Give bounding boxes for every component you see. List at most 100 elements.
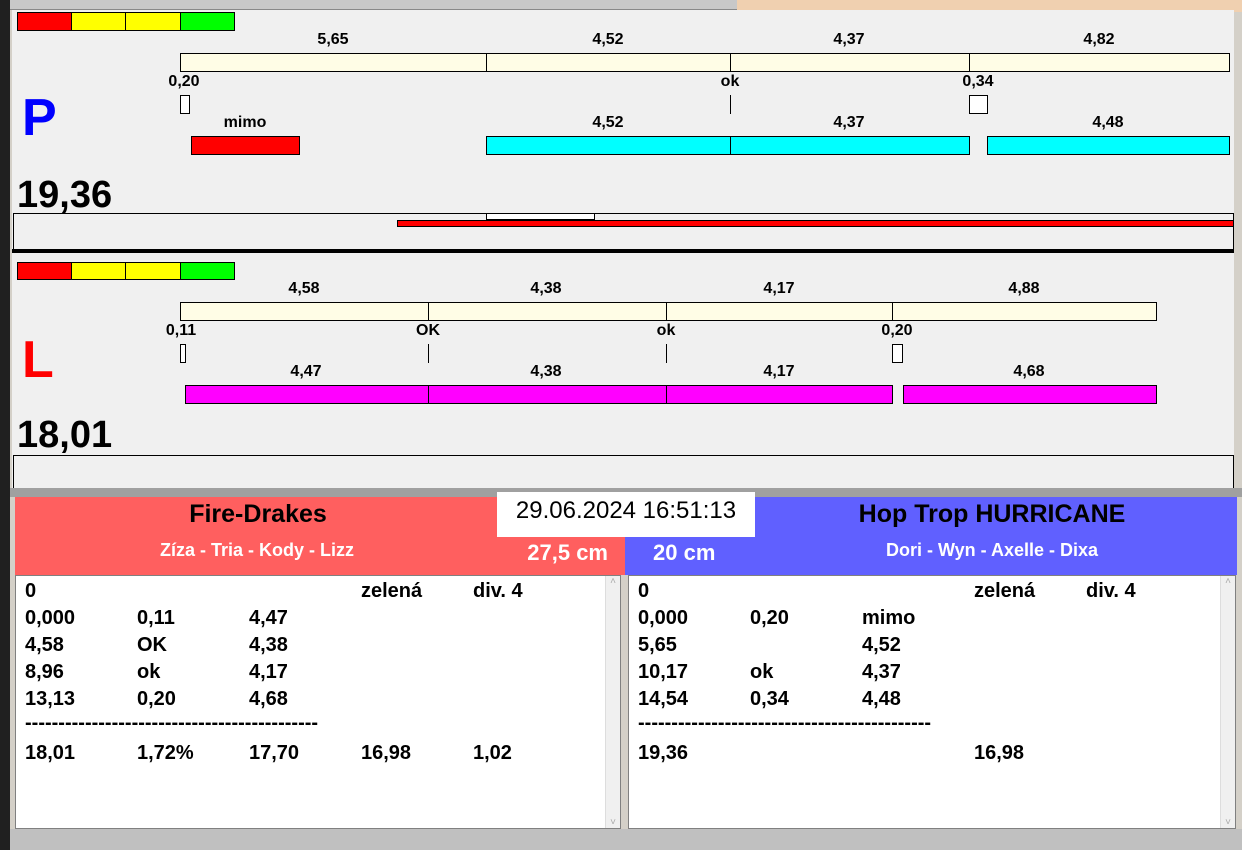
l-bottom-label: 4,38 [530,363,562,380]
list-separator: ----------------------------------------… [25,712,319,734]
l-marker-label: OK [416,322,440,339]
scroll-down-icon[interactable]: ˅ [1225,817,1231,828]
p-marker-label: ok [720,73,740,90]
list-cell: 8,96 [25,661,64,683]
indicator-yellow [71,262,126,280]
l-bottom-label: 4,47 [290,363,322,380]
p-miss-bar [191,136,300,155]
p-marker-label: 0,20 [168,73,200,90]
l-marker-box [180,344,186,363]
scroll-up-icon[interactable]: ˄ [610,576,616,587]
l-marker-line [666,344,667,363]
list-cell: div. 4 [473,580,523,602]
l-bottom-segment [666,385,893,404]
p-marker-line [730,95,731,114]
l-bottom-segment [903,385,1157,404]
list-cell: 14,54 [638,688,689,710]
list-separator: ----------------------------------------… [638,712,932,734]
list-cell: 4,58 [25,634,64,656]
list-cell: ok [137,661,161,683]
datetime: 29.06.2024 16:51:13 [515,497,737,524]
l-top-label: 4,58 [288,280,320,297]
indicator-yellow [125,12,181,31]
l-letter: L [22,331,54,389]
l-marker-line [428,344,429,363]
list-cell: 4,38 [249,634,288,656]
list-cell: 0,11 [137,607,175,629]
p-bottom-label: 4,48 [1092,114,1124,131]
list-cell: OK [137,634,167,656]
summary-cell: 16,98 [974,742,1025,764]
list-cell: ok [750,661,774,683]
p-bottom-label: mimo [223,114,267,131]
right-team-distance: 20 cm [653,540,716,565]
l-marker-label: 0,11 [165,322,197,339]
p-top-segment [486,53,731,72]
divider [12,249,1234,253]
l-bottom-segment [428,385,667,404]
p-bottom-segment [730,136,970,155]
l-bottom-label: 4,17 [763,363,795,380]
p-top-segment [969,53,1230,72]
l-top-label: 4,88 [1008,280,1040,297]
summary-cell: 1,02 [473,742,512,764]
list-cell: 0,34 [750,688,789,710]
right-results-list[interactable]: ˄ ˅ [628,575,1236,829]
p-bottom-segment [486,136,731,155]
p-progress-box [13,213,1234,249]
status-bar [10,829,1242,850]
list-cell: 5,65 [638,634,677,656]
p-marker-box [180,95,190,114]
p-top-label: 5,65 [317,31,349,48]
scroll-down-icon[interactable]: ˅ [610,817,616,828]
p-top-segment [730,53,970,72]
left-team-members: Zíza - Tria - Kody - Lizz [159,540,355,560]
indicator-red [17,262,72,280]
summary-cell: 17,70 [249,742,300,764]
p-progress-bar [397,220,1234,227]
l-marker-box [892,344,903,363]
list-cell: 4,37 [862,661,901,683]
left-team-name: Fire-Drakes [189,500,327,528]
left-results-list[interactable]: ˄ ˅ [15,575,621,829]
list-cell: div. 4 [1086,580,1136,602]
l-bottom-label: 4,68 [1013,363,1045,380]
p-bottom-label: 4,52 [592,114,624,131]
list-cell: 0 [638,580,650,602]
p-letter: P [22,89,57,147]
list-cell: 4,17 [249,661,288,683]
list-cell: 0,20 [750,607,789,629]
l-total: 18,01 [17,414,113,456]
l-top-label: 4,38 [530,280,562,297]
p-top-label: 4,52 [592,31,624,48]
p-marker-label: 0,34 [962,73,994,90]
indicator-red [17,12,72,31]
l-bottom-segment [185,385,429,404]
list-cell: 4,68 [249,688,288,710]
l-top-segment [180,302,429,321]
list-cell: 4,52 [862,634,901,656]
list-cell: 0 [25,580,37,602]
l-top-label: 4,17 [763,280,795,297]
scroll-up-icon[interactable]: ˄ [1225,576,1231,587]
l-marker-label: ok [656,322,676,339]
p-panel [12,10,1234,249]
list-cell: 0,000 [638,607,689,629]
summary-cell: 19,36 [638,742,689,764]
l-panel [12,253,1234,488]
indicator-green [180,12,235,31]
list-cell: 13,13 [25,688,76,710]
top-peach-strip [737,0,1242,12]
indicator-green [180,262,235,280]
list-cell: mimo [862,607,916,629]
right-scrollbar[interactable]: ˄ ˅ [1220,576,1235,828]
summary-cell: 16,98 [361,742,412,764]
list-cell: 4,48 [862,688,901,710]
summary-cell: 18,01 [25,742,76,764]
p-top-segment [180,53,487,72]
list-cell: zelená [974,580,1036,602]
left-scrollbar[interactable]: ˄ ˅ [605,576,620,828]
p-top-label: 4,82 [1083,31,1115,48]
p-marker-box [969,95,988,114]
left-team-distance: 27,5 cm [527,540,608,565]
